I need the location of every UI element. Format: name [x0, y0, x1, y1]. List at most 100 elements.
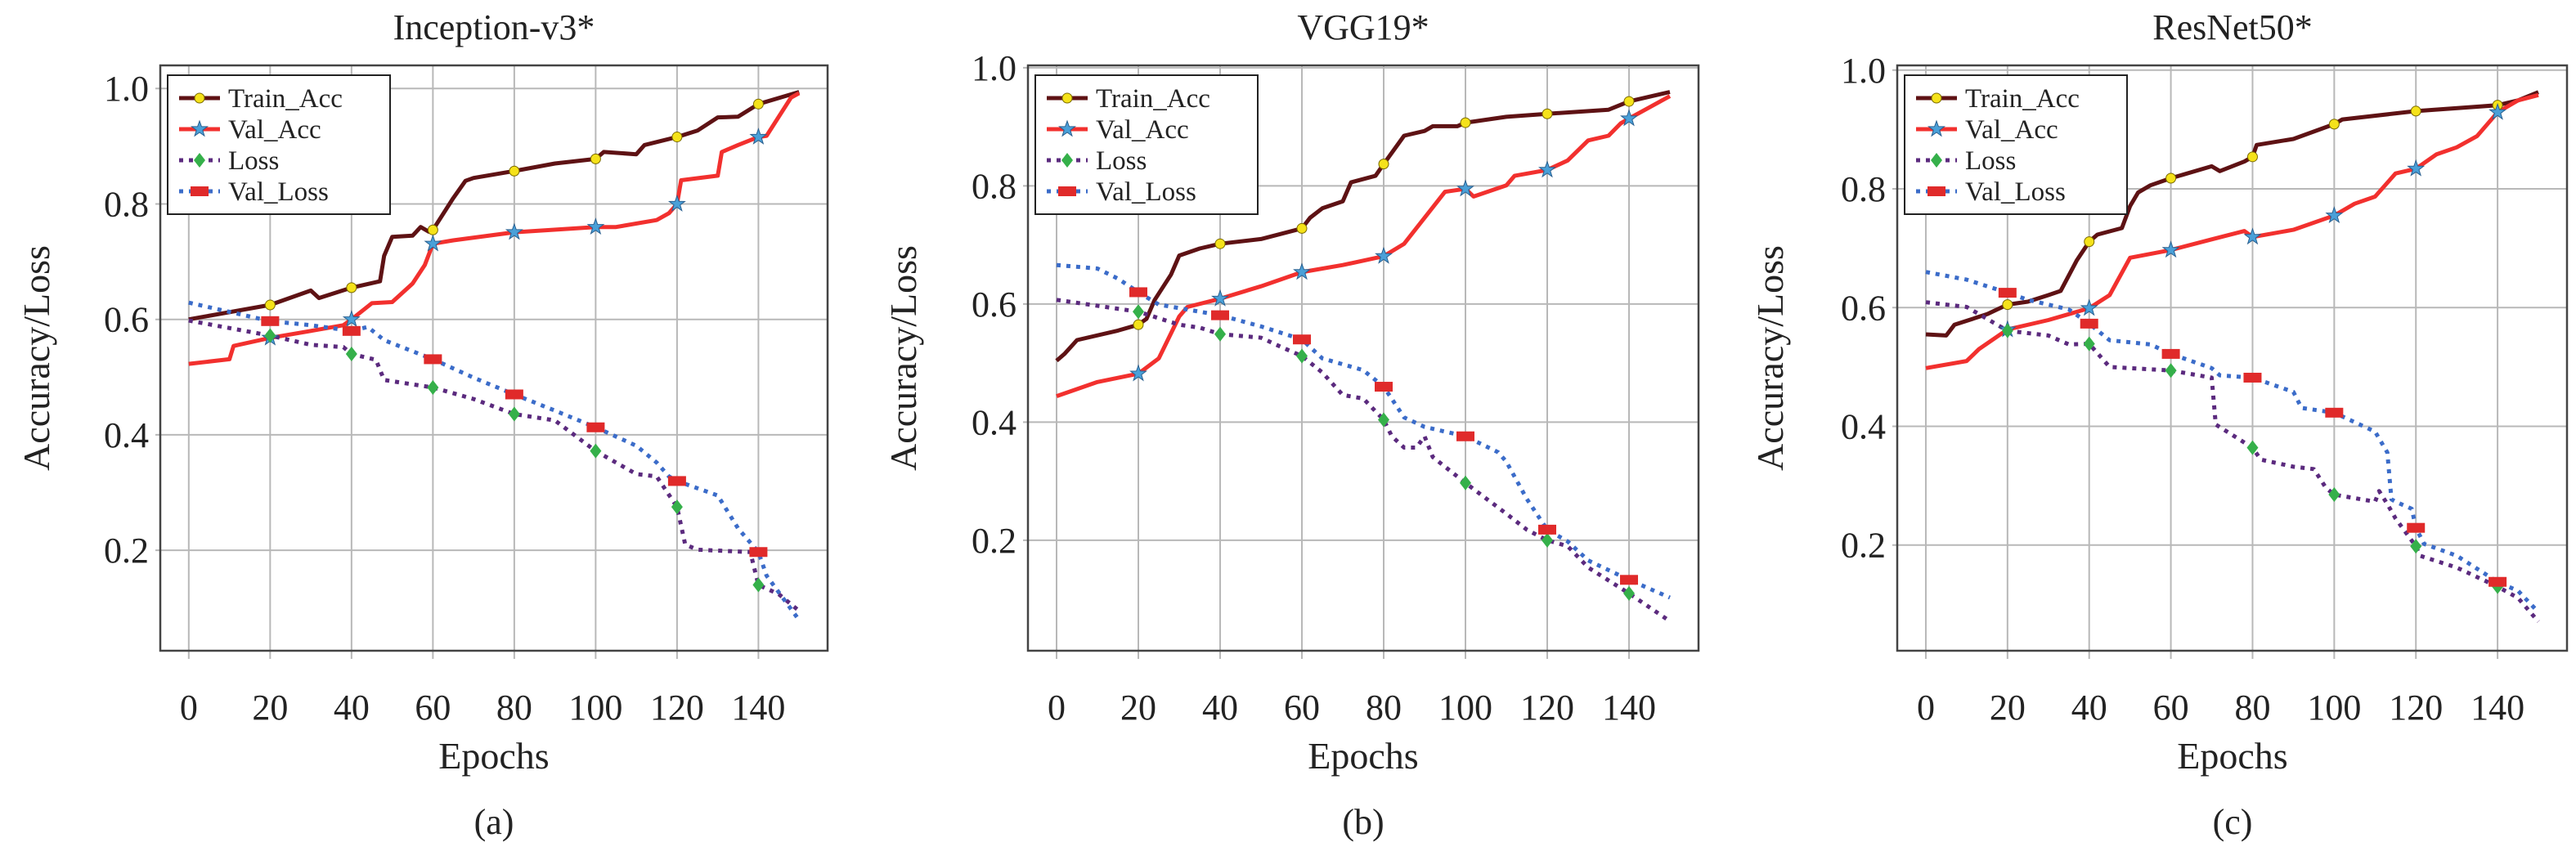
- marker-loss: [1214, 326, 1226, 342]
- panel-b: VGG19* Accuracy/Loss Epochs (b) 0 20 40 60 8…: [882, 7, 1700, 842]
- legend-entry: Val_Loss: [228, 177, 329, 207]
- marker-train-acc: [590, 153, 601, 164]
- x-tick-label: 120: [650, 688, 704, 728]
- marker-val-loss: [342, 325, 361, 336]
- marker-val-acc: [1211, 289, 1229, 307]
- marker-train-acc: [2246, 151, 2258, 163]
- y-tick-label: 0.2: [104, 531, 149, 571]
- panel-caption: (a): [474, 802, 514, 842]
- marker-val-acc: [2080, 298, 2098, 316]
- marker-val-acc: [2407, 159, 2426, 177]
- y-tick-label: 0.6: [972, 284, 1016, 325]
- x-axis-label: Epochs: [1308, 735, 1418, 777]
- legend-entry: Loss: [1096, 146, 1147, 176]
- y-axis-label: Accuracy/Loss: [882, 245, 924, 471]
- legend-entry: Train_Acc: [228, 84, 343, 114]
- x-tick-label: 40: [334, 688, 370, 728]
- legend-entry: Val_Loss: [1965, 177, 2066, 207]
- marker-val-loss: [1620, 575, 1638, 585]
- panel-caption: (c): [2213, 802, 2253, 842]
- legend-marker: [191, 119, 209, 137]
- series-line-train-acc: [188, 90, 800, 322]
- marker-val-acc: [667, 194, 686, 212]
- y-axis-label: Accuracy/Loss: [16, 245, 57, 471]
- marker-val-acc: [505, 222, 523, 240]
- x-tick-label: 100: [1438, 688, 1492, 728]
- x-tick-label: 40: [1202, 688, 1238, 728]
- marker-loss: [2410, 539, 2422, 554]
- series-line-loss: [1925, 300, 2540, 624]
- marker-val-acc: [2488, 102, 2507, 120]
- x-axis-label: Epochs: [438, 735, 549, 777]
- marker-val-acc: [2161, 240, 2180, 258]
- panel-c: ResNet50* Accuracy/Loss Epochs (c) 0 20 40…: [1749, 7, 2569, 842]
- legend-marker: [191, 186, 209, 196]
- x-tick-label: 100: [568, 688, 622, 728]
- marker-train-acc: [1214, 238, 1226, 249]
- marker-val-loss: [2080, 318, 2098, 329]
- legend-marker: [1931, 92, 1942, 104]
- x-tick-label: 60: [1284, 688, 1320, 728]
- marker-loss: [671, 499, 683, 515]
- x-tick-label: 80: [1366, 688, 1402, 728]
- y-tick-label: 0.6: [1841, 288, 1886, 328]
- marker-train-acc: [671, 132, 683, 143]
- marker-train-acc: [1460, 117, 1471, 128]
- legend-entry: Val_Acc: [1096, 115, 1189, 145]
- marker-val-loss: [505, 389, 523, 400]
- marker-loss: [1133, 304, 1144, 320]
- marker-val-acc: [1456, 179, 1474, 197]
- marker-loss: [2001, 323, 2013, 338]
- x-tick-label: 20: [252, 688, 288, 728]
- marker-train-acc: [264, 299, 276, 311]
- marker-val-acc: [1375, 246, 1393, 264]
- panel-caption: (b): [1342, 802, 1384, 842]
- marker-val-acc: [342, 310, 361, 328]
- marker-train-acc: [752, 98, 764, 110]
- plot-frame: [1026, 64, 1700, 652]
- x-tick-label: 60: [2153, 688, 2189, 728]
- marker-loss: [752, 577, 765, 593]
- x-tick-label: 120: [1520, 688, 1574, 728]
- x-tick-label: 20: [1990, 688, 2026, 728]
- x-tick-label: 20: [1120, 688, 1156, 728]
- marker-loss: [2328, 487, 2340, 503]
- legend-marker: [1058, 119, 1076, 137]
- legend-entry: Val_Acc: [228, 115, 321, 145]
- legend-marker: [1061, 153, 1073, 168]
- marker-val-acc: [1293, 262, 1311, 280]
- plot-frame: [1896, 64, 2569, 652]
- marker-loss: [1623, 585, 1635, 601]
- marker-train-acc: [2084, 236, 2095, 248]
- x-tick-label: 100: [2307, 688, 2361, 728]
- y-tick-label: 0.2: [972, 521, 1016, 561]
- y-tick-label: 0.4: [972, 402, 1016, 442]
- series-line-val-loss: [188, 300, 801, 622]
- plot-frame: [159, 64, 829, 652]
- marker-loss: [1542, 532, 1553, 548]
- x-axis-label: Epochs: [2177, 735, 2287, 777]
- y-tick-label: 0.2: [1841, 526, 1886, 566]
- y-tick-label: 0.6: [104, 300, 149, 340]
- marker-val-loss: [424, 354, 442, 365]
- y-tick-label: 1.0: [104, 69, 149, 109]
- y-axis-label: Accuracy/Loss: [1749, 245, 1791, 471]
- x-tick-label: 0: [1917, 688, 1935, 728]
- legend-entry: Loss: [1965, 146, 2016, 176]
- marker-train-acc: [1623, 96, 1635, 107]
- series-line-train-acc: [1055, 90, 1671, 363]
- marker-val-loss: [1375, 382, 1393, 392]
- panel-a: Inception-v3* Accuracy/Loss Epochs (a) 0…: [16, 7, 829, 842]
- marker-train-acc: [2165, 172, 2177, 184]
- marker-val-acc: [2325, 206, 2344, 224]
- x-tick-label: 140: [731, 688, 785, 728]
- marker-train-acc: [1296, 222, 1308, 234]
- marker-val-acc: [1129, 364, 1147, 382]
- marker-val-acc: [749, 128, 768, 145]
- x-tick-label: 60: [415, 688, 451, 728]
- y-tick-label: 1.0: [972, 48, 1016, 88]
- marker-loss: [1296, 348, 1308, 364]
- marker-loss: [345, 347, 357, 362]
- marker-val-loss: [2488, 576, 2507, 587]
